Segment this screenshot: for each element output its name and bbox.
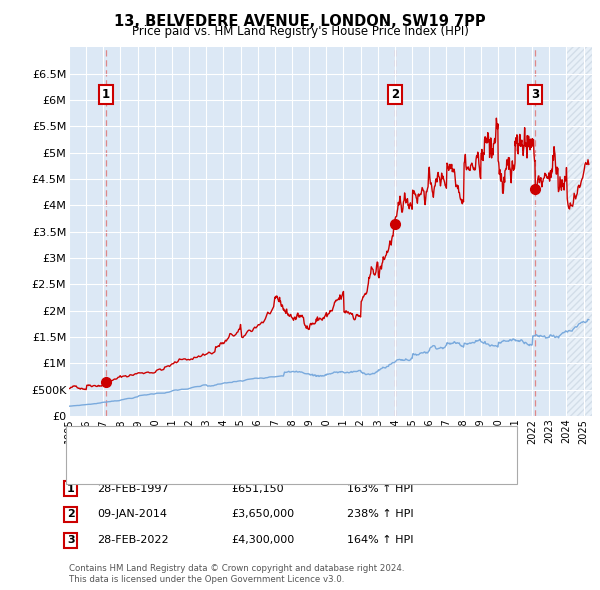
- Text: HPI: Average price, detached house, Merton: HPI: Average price, detached house, Mert…: [100, 463, 330, 473]
- Text: 13, BELVEDERE AVENUE, LONDON, SW19 7PP: 13, BELVEDERE AVENUE, LONDON, SW19 7PP: [114, 14, 486, 28]
- Text: Contains HM Land Registry data © Crown copyright and database right 2024.: Contains HM Land Registry data © Crown c…: [69, 565, 404, 573]
- Text: £651,150: £651,150: [231, 484, 284, 493]
- Text: 2: 2: [67, 510, 74, 519]
- Text: 2: 2: [391, 88, 400, 101]
- Text: 163% ↑ HPI: 163% ↑ HPI: [347, 484, 413, 493]
- Text: £4,300,000: £4,300,000: [231, 536, 294, 545]
- Text: 3: 3: [531, 88, 539, 101]
- Text: Price paid vs. HM Land Registry's House Price Index (HPI): Price paid vs. HM Land Registry's House …: [131, 25, 469, 38]
- Text: 3: 3: [67, 536, 74, 545]
- Text: 28-FEB-1997: 28-FEB-1997: [97, 484, 169, 493]
- Text: 1: 1: [102, 88, 110, 101]
- Text: ——: ——: [76, 437, 104, 451]
- Text: ——: ——: [76, 461, 104, 475]
- Text: 1: 1: [67, 484, 74, 493]
- Text: 164% ↑ HPI: 164% ↑ HPI: [347, 536, 413, 545]
- Text: 28-FEB-2022: 28-FEB-2022: [97, 536, 169, 545]
- Text: £3,650,000: £3,650,000: [231, 510, 294, 519]
- Bar: [566, 47, 592, 416]
- Text: 13, BELVEDERE AVENUE, LONDON, SW19 7PP (detached house): 13, BELVEDERE AVENUE, LONDON, SW19 7PP (…: [100, 438, 431, 448]
- Text: 238% ↑ HPI: 238% ↑ HPI: [347, 510, 413, 519]
- Text: 09-JAN-2014: 09-JAN-2014: [97, 510, 167, 519]
- Text: This data is licensed under the Open Government Licence v3.0.: This data is licensed under the Open Gov…: [69, 575, 344, 584]
